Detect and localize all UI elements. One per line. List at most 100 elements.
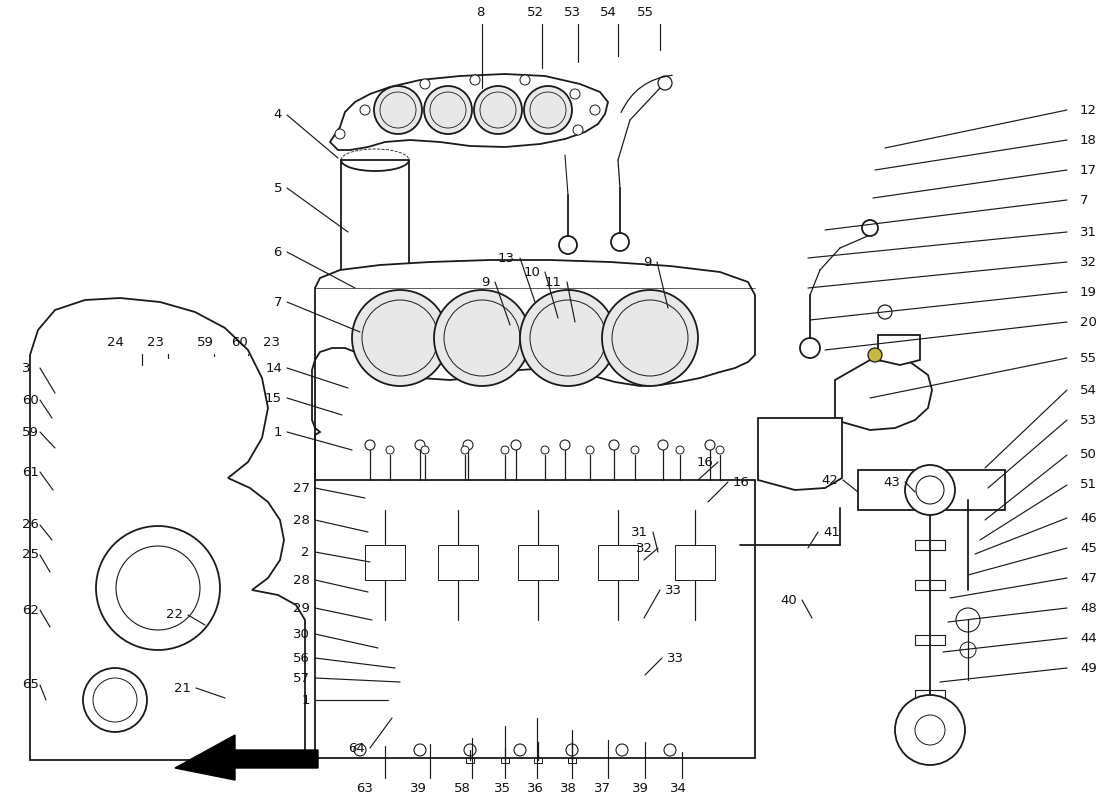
Text: 49: 49 <box>1080 662 1097 674</box>
Text: 47: 47 <box>1080 571 1097 585</box>
Circle shape <box>616 744 628 756</box>
Text: 53: 53 <box>1080 414 1097 426</box>
Bar <box>465 748 475 756</box>
Polygon shape <box>858 470 1005 510</box>
Text: 44: 44 <box>1080 631 1097 645</box>
Text: 36: 36 <box>527 782 543 794</box>
Circle shape <box>424 86 472 134</box>
Circle shape <box>520 75 530 85</box>
Circle shape <box>868 348 882 362</box>
Text: 18: 18 <box>1080 134 1097 146</box>
Circle shape <box>590 105 600 115</box>
Polygon shape <box>175 735 318 780</box>
Circle shape <box>464 744 476 756</box>
Text: 12: 12 <box>1080 103 1097 117</box>
Text: 30: 30 <box>293 627 310 641</box>
Text: 27: 27 <box>293 482 310 494</box>
Circle shape <box>514 744 526 756</box>
Bar <box>915 580 945 590</box>
Text: 43: 43 <box>883 475 900 489</box>
Text: 55: 55 <box>1080 351 1097 365</box>
Text: 15: 15 <box>265 391 282 405</box>
Text: 13: 13 <box>498 251 515 265</box>
Text: 16: 16 <box>733 475 750 489</box>
Bar <box>915 635 945 645</box>
Text: 37: 37 <box>594 782 610 794</box>
Text: 19: 19 <box>1080 286 1097 298</box>
Polygon shape <box>835 360 932 430</box>
Text: 7: 7 <box>1080 194 1089 206</box>
Circle shape <box>705 440 715 450</box>
Circle shape <box>374 86 422 134</box>
Circle shape <box>862 220 878 236</box>
Polygon shape <box>315 480 755 758</box>
Text: 45: 45 <box>1080 542 1097 554</box>
Text: 60: 60 <box>22 394 38 406</box>
Bar <box>341 160 409 338</box>
Text: 42: 42 <box>821 474 838 486</box>
Text: 57: 57 <box>293 671 310 685</box>
Text: 46: 46 <box>1080 511 1097 525</box>
Text: 31: 31 <box>1080 226 1097 238</box>
Circle shape <box>434 290 530 386</box>
Circle shape <box>461 446 469 454</box>
Polygon shape <box>438 545 478 580</box>
Polygon shape <box>518 545 558 580</box>
Circle shape <box>609 440 619 450</box>
Circle shape <box>352 290 448 386</box>
Text: 33: 33 <box>666 583 682 597</box>
Circle shape <box>560 440 570 450</box>
Text: 52: 52 <box>527 6 543 18</box>
Polygon shape <box>675 545 715 580</box>
Text: 23: 23 <box>146 335 164 349</box>
Circle shape <box>474 86 522 134</box>
Circle shape <box>82 668 147 732</box>
Text: 56: 56 <box>293 651 310 665</box>
Text: 2: 2 <box>301 546 310 558</box>
Circle shape <box>960 642 976 658</box>
Text: 23: 23 <box>264 335 280 349</box>
Text: 34: 34 <box>670 782 686 794</box>
Circle shape <box>470 75 480 85</box>
Circle shape <box>354 744 366 756</box>
Bar <box>466 758 474 763</box>
Text: 54: 54 <box>1080 383 1097 397</box>
Text: 65: 65 <box>22 678 38 691</box>
Text: 39: 39 <box>409 782 427 794</box>
Polygon shape <box>312 260 755 520</box>
Text: 39: 39 <box>631 782 648 794</box>
Bar <box>500 748 510 756</box>
Circle shape <box>520 290 616 386</box>
Circle shape <box>360 105 370 115</box>
Circle shape <box>500 446 509 454</box>
Circle shape <box>573 125 583 135</box>
Circle shape <box>512 440 521 450</box>
Text: 11: 11 <box>544 275 562 289</box>
Text: 1: 1 <box>274 426 282 438</box>
Circle shape <box>956 608 980 632</box>
Bar <box>568 758 576 763</box>
Polygon shape <box>758 418 842 490</box>
Circle shape <box>421 446 429 454</box>
Circle shape <box>658 76 672 90</box>
Circle shape <box>905 465 955 515</box>
Text: 28: 28 <box>293 514 310 526</box>
Text: 8: 8 <box>476 6 484 18</box>
Text: 1: 1 <box>301 694 310 706</box>
Text: 1passion4cars: 1passion4cars <box>359 508 602 612</box>
Text: 54: 54 <box>600 6 616 18</box>
Polygon shape <box>330 74 608 150</box>
Text: 17: 17 <box>1080 163 1097 177</box>
Text: 58: 58 <box>453 782 471 794</box>
Text: 59: 59 <box>197 335 213 349</box>
Text: 59: 59 <box>22 426 38 438</box>
Circle shape <box>610 233 629 251</box>
Circle shape <box>631 446 639 454</box>
Text: 3: 3 <box>22 362 31 374</box>
Text: 28: 28 <box>293 574 310 586</box>
Text: 9: 9 <box>482 275 490 289</box>
Text: 20: 20 <box>1080 315 1097 329</box>
Circle shape <box>96 526 220 650</box>
Text: 4: 4 <box>274 109 282 122</box>
Text: 7: 7 <box>274 295 282 309</box>
